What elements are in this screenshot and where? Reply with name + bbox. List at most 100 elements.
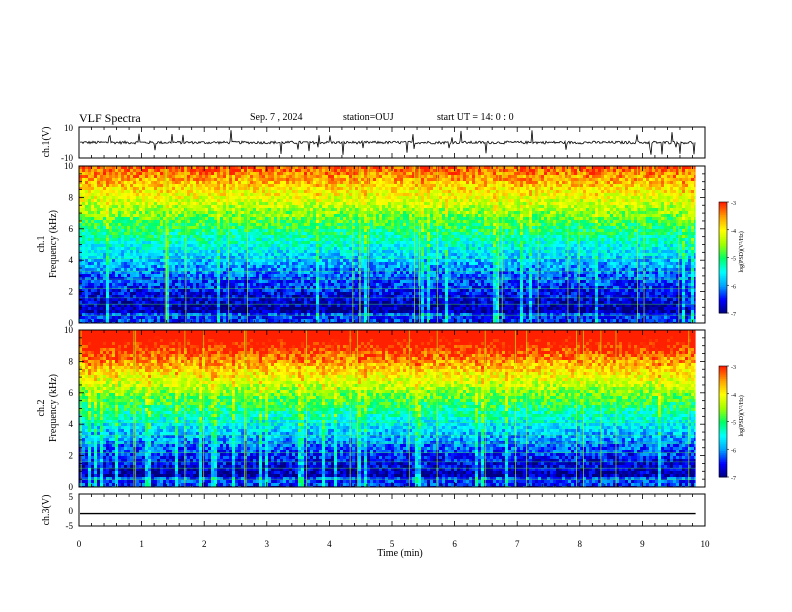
spectrogram-cell (109, 181, 113, 185)
spectrogram-cell (343, 319, 347, 323)
spectrogram-cell (151, 187, 155, 191)
spectrogram-cell (136, 217, 140, 221)
spectrogram-cell (268, 307, 272, 311)
spectrogram-cell (304, 223, 308, 227)
spectrogram-cell (271, 298, 275, 302)
spectrogram-cell (349, 190, 353, 194)
spectrogram-cell (331, 262, 335, 266)
spectrogram-cell (259, 196, 263, 200)
spectrogram-cell (241, 241, 245, 245)
spectrogram-cell (208, 313, 212, 317)
spectrogram-cell (247, 292, 251, 296)
spectrogram-cell (298, 319, 302, 323)
spectrogram-cell (259, 190, 263, 194)
spectrogram-cell (280, 205, 284, 209)
spectrogram-cell (130, 202, 134, 206)
spectrogram-cell (82, 166, 86, 170)
spectrogram-cell (268, 289, 272, 293)
spectrogram-cell (97, 301, 101, 305)
spectrogram-cell (100, 226, 104, 230)
spectrogram-cell (322, 259, 326, 263)
spectrogram-cell (109, 166, 113, 170)
spectrogram-cell (163, 277, 167, 281)
spectrogram-cell (85, 175, 89, 179)
spectrogram-cell (190, 229, 194, 233)
spectrogram-cell (130, 211, 134, 215)
spectrogram-cell (259, 313, 263, 317)
spectrogram-cell (274, 259, 278, 263)
spectrogram-cell (109, 265, 113, 269)
spectrogram-cell (310, 193, 314, 197)
spectrogram-cell (151, 271, 155, 275)
spectrogram-cell (115, 169, 119, 173)
spectrogram-cell (190, 313, 194, 317)
spectrogram-cell (298, 256, 302, 260)
spectrogram-cell (295, 190, 299, 194)
spectrogram-cell (325, 319, 329, 323)
spectrogram-cell (322, 223, 326, 227)
spectrogram-cell (205, 220, 209, 224)
spectrogram-cell (238, 229, 242, 233)
spectrogram-cell (157, 247, 161, 251)
spectrogram-cell (166, 214, 170, 218)
spectrogram-cell (217, 211, 221, 215)
spectrogram-cell (142, 187, 146, 191)
spectrogram-cell (265, 220, 269, 224)
spectrogram-cell (94, 208, 98, 212)
spectrogram-cell (196, 178, 200, 182)
spectrogram-cell (211, 169, 215, 173)
spectrogram-cell (301, 307, 305, 311)
spectrogram-cell (163, 256, 167, 260)
spectrogram-cell (85, 244, 89, 248)
spectrogram-cell (322, 193, 326, 197)
spectrogram-cell (217, 241, 221, 245)
spectrogram-cell (313, 235, 317, 239)
spectrogram-cell (190, 196, 194, 200)
spectrogram-cell (238, 271, 242, 275)
spectrogram-cell (232, 193, 236, 197)
spectrogram-cell (328, 229, 332, 233)
spectrogram-cell (196, 229, 200, 233)
spectrogram-cell (106, 286, 110, 290)
spectrogram-cell (178, 298, 182, 302)
spectrogram-cell (235, 181, 239, 185)
spectrogram-cell (319, 247, 323, 251)
spectrogram-cell (274, 226, 278, 230)
spectrogram-cell (256, 295, 260, 299)
spectrogram-cell (169, 310, 173, 314)
spectrogram-cell (310, 313, 314, 317)
spectrogram-cell (253, 253, 257, 257)
spectrogram-cell (115, 196, 119, 200)
spectrogram-cell (160, 310, 164, 314)
spectrogram-cell (190, 253, 194, 257)
spectrogram-cell (88, 286, 92, 290)
spectrogram-cell (238, 220, 242, 224)
spectrogram-cell (244, 196, 248, 200)
spectrogram-cell (91, 190, 95, 194)
spectrogram-cell (169, 316, 173, 320)
spectrogram-cell (277, 184, 281, 188)
spectrogram-cell (319, 196, 323, 200)
spectrogram-cell (154, 310, 158, 314)
spectrogram-cell (91, 208, 95, 212)
spectrogram-cell (247, 277, 251, 281)
spectrogram-cell (148, 274, 152, 278)
spectrogram-cell (154, 220, 158, 224)
spectrogram-cell (208, 292, 212, 296)
spectrogram-cell (118, 211, 122, 215)
spectrogram-cell (259, 307, 263, 311)
spectrogram-cell (232, 205, 236, 209)
spectrogram-cell (169, 172, 173, 176)
spectrogram-cell (88, 202, 92, 206)
spectrogram-cell (229, 169, 233, 173)
spectrogram-cell (316, 271, 320, 275)
spectrogram-cell (286, 172, 290, 176)
spectrogram-cell (340, 169, 344, 173)
spectrogram-cell (301, 280, 305, 284)
spectrogram-cell (220, 196, 224, 200)
spectrogram-cell (205, 223, 209, 227)
spectrogram-cell (109, 292, 113, 296)
spectrogram-cell (115, 271, 119, 275)
spectrogram-cell (139, 178, 143, 182)
spectrogram-cell (229, 238, 233, 242)
